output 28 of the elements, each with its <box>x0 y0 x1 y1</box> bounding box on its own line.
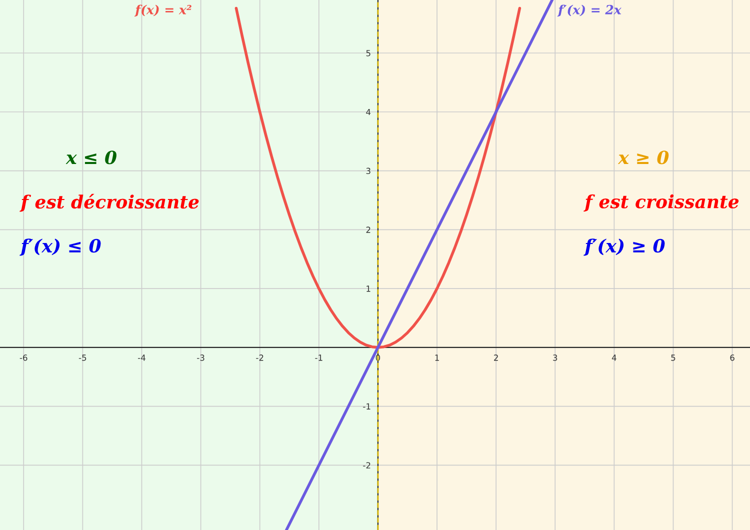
x-tick-label: -2 <box>256 354 264 361</box>
series-label: f′(x) = 2x <box>557 4 622 17</box>
x-tick-label: 2 <box>494 354 498 361</box>
x-tick-label: 6 <box>730 354 734 361</box>
annotation: x ≥ 0 <box>618 150 669 164</box>
y-tick-label: 3 <box>366 168 370 174</box>
annotation: f est croissante <box>584 194 739 212</box>
x-tick-label: -3 <box>197 354 204 361</box>
line-series <box>234 6 522 349</box>
annotation: f est décroissante <box>20 194 199 212</box>
y-tick-label: 1 <box>366 286 370 292</box>
x-tick-label: 1 <box>435 354 439 361</box>
y-tick-label: -2 <box>363 462 370 468</box>
annotation: x ≤ 0 <box>66 150 116 164</box>
annotation: f′(x) ≤ 0 <box>20 238 101 256</box>
x-tick-label: 3 <box>553 354 558 361</box>
x-tick-label: -6 <box>20 354 28 361</box>
y-tick-label: -1 <box>363 403 370 410</box>
y-tick-label: 4 <box>366 108 371 116</box>
x-tick-label: -5 <box>78 354 86 361</box>
x-tick-label: -1 <box>315 354 322 361</box>
x-tick-label: 4 <box>612 354 616 361</box>
x-tick-label: -4 <box>138 354 146 361</box>
annotation: f′(x) ≥ 0 <box>584 238 665 256</box>
x-tick-label: 5 <box>671 354 676 361</box>
text: f(x) = x² <box>134 4 192 17</box>
y-tick-label: 5 <box>366 50 370 56</box>
y-tick-label: 2 <box>366 226 370 233</box>
